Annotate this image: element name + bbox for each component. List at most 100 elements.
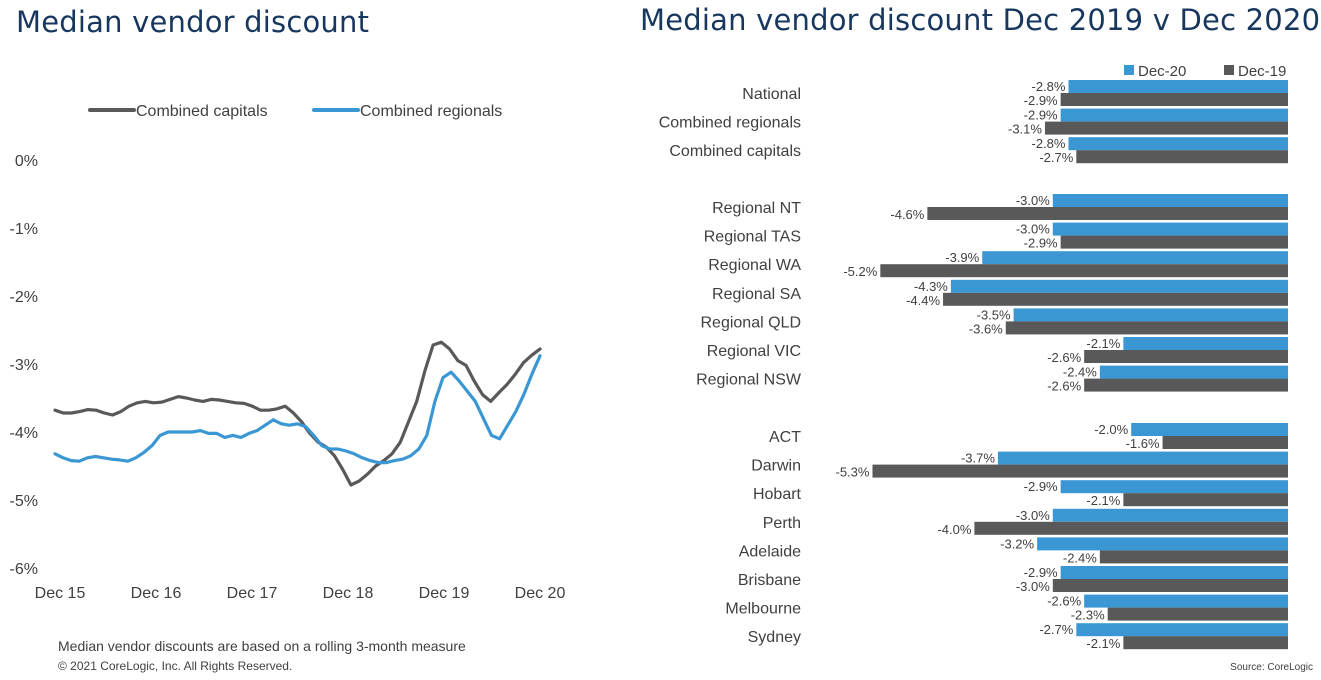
y-tick-label: -1% [10,221,38,238]
x-tick-label: Dec 16 [131,585,182,602]
data-label-dec20: -2.9% [1024,565,1058,580]
category-label: Melbourne [725,601,801,618]
bar-dec20 [1060,480,1288,494]
category-label: Regional NT [712,200,801,217]
bar-dec20 [950,279,1288,293]
bar-dec20 [1052,222,1288,236]
data-label-dec20: -3.2% [1000,536,1034,551]
footnote: Median vendor discounts are based on a r… [58,638,466,654]
data-label-dec19: -2.1% [1086,636,1120,651]
category-label: Combined capitals [669,143,801,160]
data-label-dec19: -5.2% [843,264,877,279]
category-label: National [742,86,801,103]
bar-dec19 [1005,321,1288,335]
category-label: Hobart [753,486,802,503]
data-label-dec20: -2.9% [1024,479,1058,494]
data-label-dec20: -2.8% [1032,79,1066,94]
data-label-dec20: -2.0% [1094,422,1128,437]
bar-dec20 [1060,108,1288,122]
bar-dec19 [943,292,1288,306]
bar-dec20 [1131,423,1288,436]
source-label: Source: CoreLogic [1230,662,1313,673]
category-label: Brisbane [738,572,801,589]
legend-swatch-dec20 [1124,65,1134,75]
category-label: Combined regionals [659,115,801,132]
data-label-dec19: -3.0% [1016,579,1050,594]
legend-swatch-dec19 [1224,65,1234,75]
bar-dec19 [1107,607,1288,621]
data-label-dec19: -1.6% [1126,436,1160,451]
data-label-dec19: -4.6% [890,207,924,222]
bar-dec19 [872,464,1288,478]
data-label-dec20: -3.0% [1016,508,1050,523]
data-label-dec20: -2.9% [1024,108,1058,123]
data-label-dec19: -2.3% [1071,608,1105,623]
data-label-dec20: -2.6% [1047,594,1081,609]
data-label-dec20: -2.1% [1086,336,1120,351]
data-label-dec20: -3.5% [977,307,1011,322]
data-label-dec19: -2.6% [1047,379,1081,394]
y-tick-label: -2% [10,289,38,306]
data-label-dec19: -2.6% [1047,350,1081,365]
category-label: Regional SA [712,286,801,303]
bar-dec20 [1052,194,1288,207]
x-tick-label: Dec 15 [35,585,86,602]
bar-dec19 [1099,550,1288,564]
y-tick-label: -6% [10,561,38,578]
x-tick-label: Dec 18 [323,585,374,602]
bar-dec19 [1084,350,1288,363]
series-line-capitals [53,340,542,487]
bar-dec19 [1076,150,1288,164]
data-label-dec19: -2.9% [1024,236,1058,251]
data-label-dec20: -3.0% [1016,222,1050,237]
category-label: Perth [763,515,801,532]
data-label-dec19: -5.3% [836,465,870,480]
bar-dec19 [1060,93,1288,106]
category-label: Regional WA [708,257,801,274]
data-label-dec20: -2.7% [1039,622,1073,637]
data-label-dec20: -4.3% [914,279,948,294]
bar-dec20 [1052,508,1288,522]
legend-label-dec20: Dec-20 [1138,63,1186,80]
bar-dec20 [1068,137,1288,151]
bar-dec20 [1084,594,1288,608]
bar-dec19 [1060,235,1288,249]
data-label-dec19: -2.1% [1086,493,1120,508]
line-chart: 0% -1% -2% -3% -4% -5% -6% Dec 15 Dec 16 Dec 17 De… [10,103,566,602]
bar-dec20 [997,451,1288,465]
bar-dec20 [1123,337,1288,350]
category-label: Adelaide [739,543,801,560]
data-label-dec19: -2.7% [1039,150,1073,165]
copyright: © 2021 CoreLogic, Inc. All Rights Reserv… [58,659,293,673]
bar-dec20 [1037,537,1288,551]
data-label-dec20: -3.9% [945,250,979,265]
x-tick-label: Dec 17 [227,585,278,602]
category-label: Regional VIC [707,343,801,360]
bar-dec20 [1068,80,1288,93]
category-label: Regional QLD [701,314,802,331]
data-label-dec20: -2.8% [1032,136,1066,151]
bar-dec19 [1044,121,1288,135]
bar-dec20 [1076,623,1288,637]
bar-dec19 [974,521,1288,535]
category-label: Sydney [748,629,801,646]
category-label: Regional TAS [704,229,801,246]
data-label-dec19: -4.4% [906,293,940,308]
left-chart-title: Median vendor discount [16,5,370,39]
category-label: Regional NSW [696,372,802,389]
legend-label: Combined capitals [136,103,268,120]
y-tick-label: 0% [15,153,38,170]
bar-dec19 [1052,579,1288,592]
legend-label: Combined regionals [360,103,502,120]
data-label-dec19: -3.1% [1008,122,1042,137]
data-label-dec19: -3.6% [969,321,1003,336]
y-tick-label: -5% [10,493,38,510]
data-label-dec20: -2.4% [1063,365,1097,380]
bar-dec19 [880,264,1288,278]
category-label: Darwin [751,458,801,475]
bar-dec19 [1084,378,1288,392]
bar-dec19 [1123,636,1288,650]
bar-dec20 [1060,566,1288,579]
data-label-dec19: -2.4% [1063,550,1097,565]
